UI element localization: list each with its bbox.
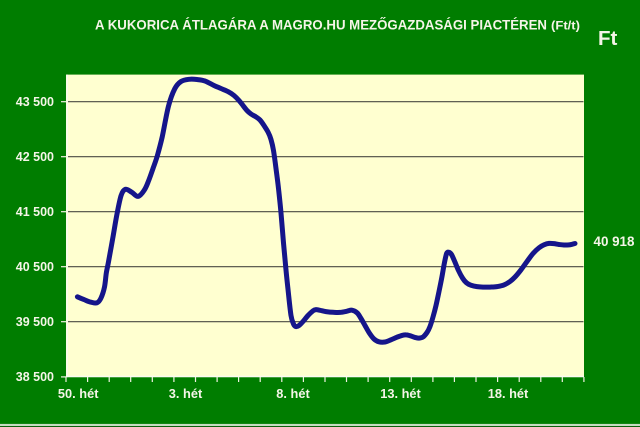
svg-text:18. hét: 18. hét [488,386,529,401]
svg-text:13. hét: 13. hét [380,386,421,401]
svg-text:43 500: 43 500 [16,95,54,109]
svg-text:Ft: Ft [598,27,618,50]
svg-text:50. hét: 50. hét [58,386,99,401]
svg-text:8. hét: 8. hét [276,386,310,401]
svg-text:(Ft/t): (Ft/t) [551,21,580,33]
svg-text:40 500: 40 500 [16,260,54,274]
svg-text:41 500: 41 500 [16,205,54,219]
svg-text:39 500: 39 500 [16,315,54,329]
svg-text:3. hét: 3. hét [169,386,203,401]
svg-text:40 918: 40 918 [594,234,636,249]
svg-text:42 500: 42 500 [16,150,54,164]
svg-text:A KUKORICA ÁTLAGÁRA A MAGRO.HU: A KUKORICA ÁTLAGÁRA A MAGRO.HU MEZŐGAZDA… [95,16,547,33]
svg-text:38 500: 38 500 [16,370,54,384]
